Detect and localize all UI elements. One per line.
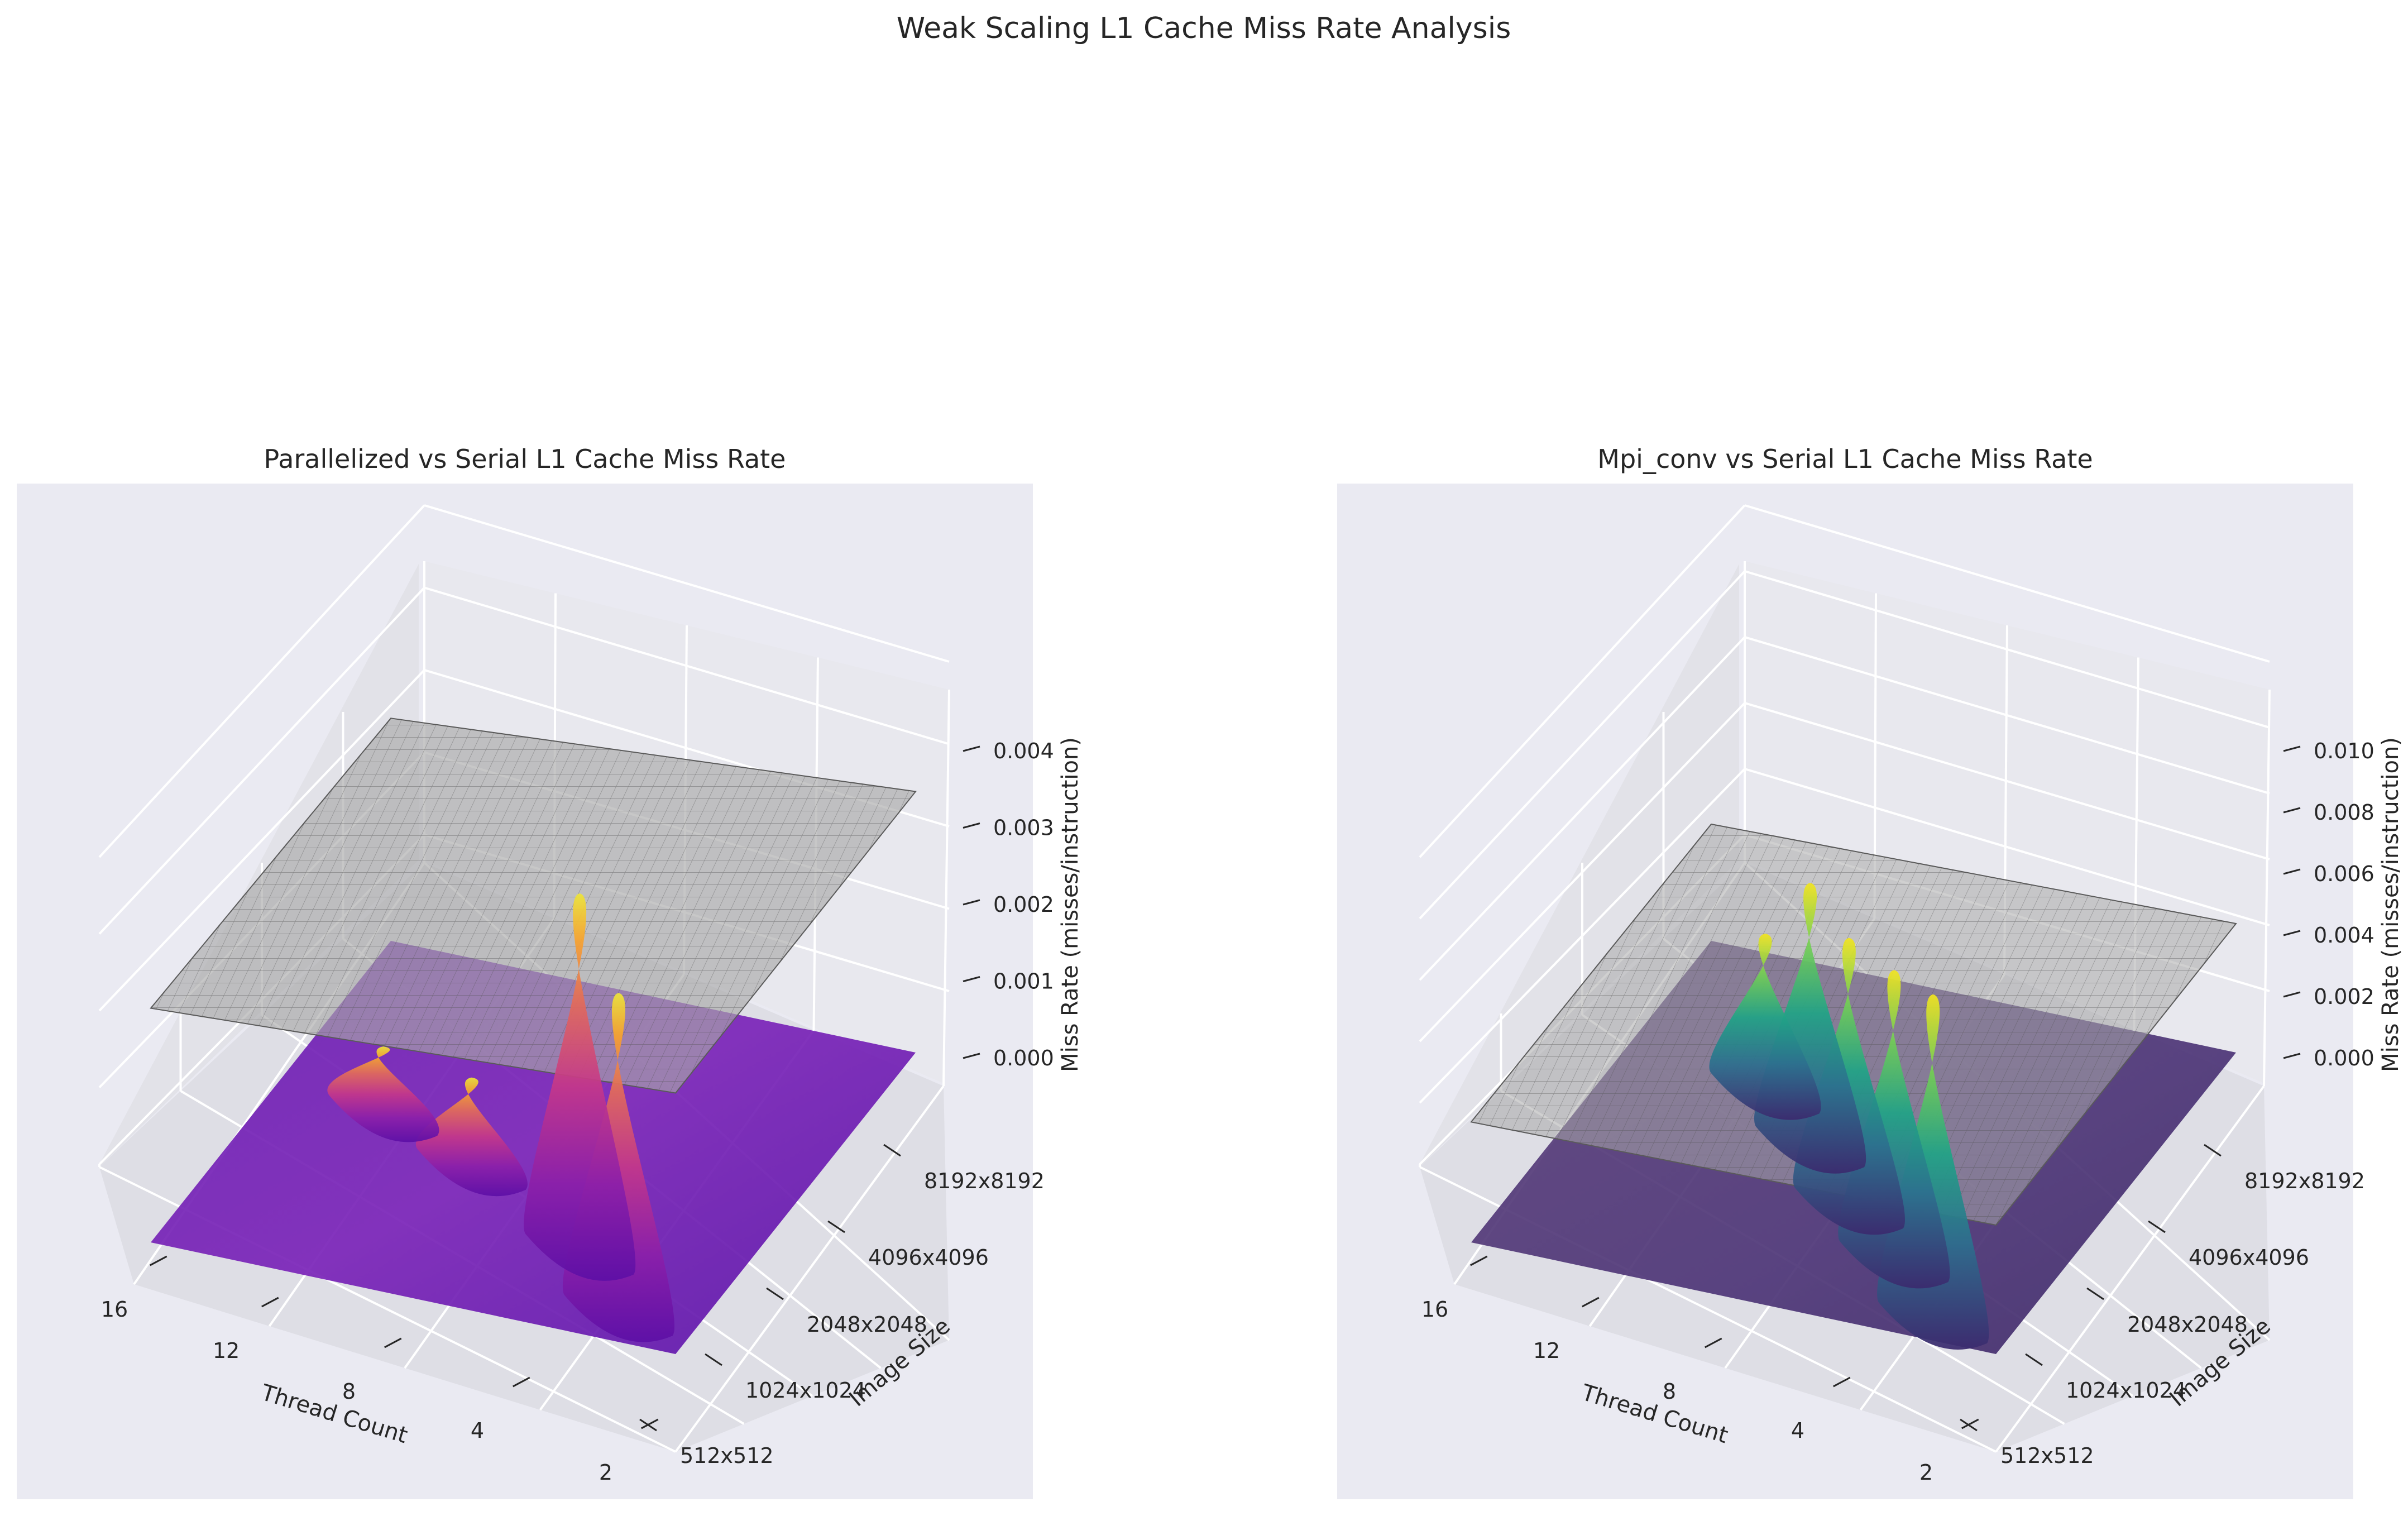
z-tick-label: 0.000 — [993, 1046, 1054, 1070]
floor-gridline — [1995, 1085, 2265, 1453]
x-tick-mark — [1582, 1297, 1600, 1308]
wall-gridline — [1419, 636, 1746, 981]
x-tick-mark — [513, 1376, 530, 1388]
left-pane — [1420, 564, 1739, 1167]
z-tick-label: 0.002 — [993, 892, 1054, 917]
z-tick-mark — [963, 745, 980, 752]
surface-peak — [415, 1077, 528, 1197]
right-surface-panel: Mpi_conv vs Serial L1 Cache Miss Rate 0.0… — [1337, 444, 2404, 1499]
z-tick-mark — [2283, 991, 2301, 998]
wall-gridline — [98, 587, 425, 935]
z-tick-label: 0.000 — [2314, 1046, 2375, 1070]
z-tick-label: 0.008 — [2314, 800, 2375, 825]
surface-base — [151, 941, 916, 1354]
x-tick-label: 16 — [1421, 1297, 1448, 1322]
z-tick-mark — [963, 1053, 980, 1059]
serial-surface-mesh — [151, 718, 916, 1093]
wall-gridline — [424, 504, 950, 663]
y-tick-label: 1024x1024 — [745, 1378, 866, 1403]
panel-title: Parallelized vs Serial L1 Cache Miss Rat… — [264, 444, 786, 474]
wall-gridline — [1419, 504, 1746, 858]
x-tick-label: 12 — [1533, 1338, 1560, 1363]
z-tick-mark — [2283, 745, 2301, 752]
z-tick-label: 0.001 — [993, 969, 1054, 994]
x-tick-label: 12 — [213, 1338, 240, 1363]
left-surface-panel: Parallelized vs Serial L1 Cache Miss Rat… — [17, 444, 1083, 1499]
wall-gridline — [1744, 768, 2270, 926]
x-tick-mark — [150, 1255, 167, 1266]
y-tick-label: 8192x8192 — [2244, 1169, 2365, 1193]
x-tick-label: 8 — [342, 1379, 356, 1404]
y-tick-label: 512x512 — [2000, 1443, 2094, 1468]
y-tick-label: 8192x8192 — [924, 1169, 1045, 1193]
wall-gridline — [1744, 504, 2270, 663]
z-tick-label: 0.003 — [993, 816, 1054, 840]
x-tick-label: 4 — [1791, 1418, 1804, 1443]
z-axis-label: Miss Rate (misses/instruction) — [2378, 737, 2404, 1072]
x-tick-label: 2 — [599, 1460, 612, 1485]
z-tick-mark — [963, 976, 980, 982]
surface-peak — [524, 893, 636, 1281]
y-tick-mark — [827, 1220, 845, 1233]
x-tick-mark — [261, 1297, 279, 1308]
y-tick-mark — [639, 1418, 657, 1432]
wall-gridline — [1744, 570, 2270, 729]
x-tick-mark — [1705, 1337, 1722, 1348]
wall-gridline — [2263, 689, 2271, 1087]
z-tick-label: 0.002 — [2314, 984, 2375, 1009]
z-tick-mark — [2283, 868, 2301, 875]
y-tick-label: 2048x2048 — [807, 1312, 927, 1337]
y-tick-mark — [2148, 1220, 2166, 1233]
y-tick-label: 512x512 — [680, 1443, 774, 1468]
x-tick-mark — [1961, 1418, 1979, 1429]
y-tick-mark — [2025, 1353, 2043, 1366]
z-tick-label: 0.004 — [993, 739, 1054, 763]
x-tick-mark — [384, 1337, 402, 1348]
x-tick-label: 2 — [1919, 1460, 1933, 1485]
z-tick-mark — [963, 899, 980, 906]
wall-gridline — [1419, 570, 1746, 920]
y-tick-mark — [766, 1287, 784, 1300]
z-tick-label: 0.006 — [2314, 862, 2375, 886]
floor-gridline — [674, 1085, 945, 1453]
x-tick-mark — [1470, 1255, 1488, 1266]
wall-gridline — [1744, 702, 2270, 860]
y-tick-mark — [705, 1353, 722, 1366]
y-tick-mark — [2086, 1287, 2104, 1300]
z-tick-label: 0.010 — [2314, 739, 2375, 763]
wall-gridline — [1419, 768, 1746, 1104]
y-tick-label: 2048x2048 — [2127, 1312, 2248, 1337]
figure-title: Weak Scaling L1 Cache Miss Rate Analysis — [897, 12, 1511, 45]
z-tick-mark — [2283, 1053, 2301, 1059]
z-tick-mark — [963, 822, 980, 829]
z-tick-mark — [2283, 930, 2301, 936]
wall-gridline — [1744, 636, 2270, 795]
surface-peak — [1709, 934, 1821, 1120]
z-axis-label: Miss Rate (misses/instruction) — [1057, 737, 1083, 1072]
y-tick-label: 4096x4096 — [2189, 1245, 2309, 1270]
wall-gridline — [942, 689, 950, 1087]
wall-gridline — [1419, 702, 1746, 1042]
panel-title: Mpi_conv vs Serial L1 Cache Miss Rate — [1597, 444, 2093, 474]
surface-peak — [327, 1046, 439, 1142]
left-pane — [99, 564, 419, 1167]
y-tick-mark — [883, 1144, 901, 1157]
y-tick-label: 4096x4096 — [868, 1245, 989, 1270]
y-tick-mark — [1960, 1418, 1978, 1432]
z-tick-label: 0.004 — [2314, 923, 2375, 948]
x-tick-mark — [1833, 1376, 1851, 1388]
z-tick-mark — [2283, 807, 2301, 814]
wall-gridline — [98, 504, 425, 858]
x-tick-mark — [641, 1418, 659, 1429]
x-tick-label: 4 — [471, 1418, 484, 1443]
y-tick-label: 1024x1024 — [2066, 1378, 2186, 1403]
y-tick-mark — [2204, 1144, 2222, 1157]
wall-gridline — [424, 586, 950, 745]
x-tick-label: 8 — [1663, 1379, 1676, 1404]
x-tick-label: 16 — [101, 1297, 128, 1322]
wall-gridline — [98, 669, 425, 1012]
